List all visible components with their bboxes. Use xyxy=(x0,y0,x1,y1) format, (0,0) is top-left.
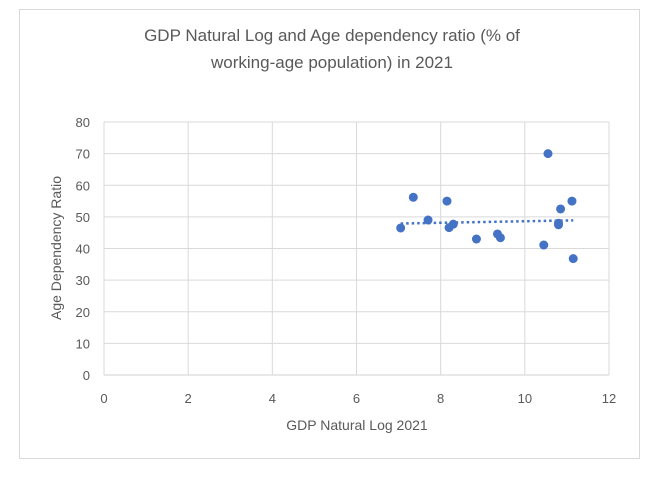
data-point xyxy=(471,234,481,244)
gridlines xyxy=(103,121,610,376)
x-tick-label: 2 xyxy=(185,391,192,406)
data-point xyxy=(539,240,549,250)
y-axis-ticks: 0 10 20 30 40 50 60 70 80 xyxy=(76,115,90,383)
data-point xyxy=(408,192,418,202)
data-point xyxy=(442,196,452,206)
y-tick-label: 80 xyxy=(76,115,90,130)
data-point xyxy=(567,196,577,206)
x-axis-title: GDP Natural Log 2021 xyxy=(286,417,428,433)
data-points xyxy=(396,149,578,264)
data-point xyxy=(448,219,458,229)
data-point xyxy=(495,233,505,243)
chart-title-line-2: working-age population) in 2021 xyxy=(210,53,453,72)
y-axis-title: Age Dependency Ratio xyxy=(48,176,64,320)
y-tick-label: 10 xyxy=(76,336,90,351)
y-tick-label: 40 xyxy=(76,242,90,257)
chart-frame xyxy=(19,9,640,459)
x-axis-ticks: 0 2 4 6 8 10 12 xyxy=(100,391,616,406)
y-tick-label: 50 xyxy=(76,210,90,225)
x-tick-label: 10 xyxy=(518,391,532,406)
y-tick-label: 60 xyxy=(76,178,90,193)
chart-title-line-1: GDP Natural Log and Age dependency ratio… xyxy=(144,26,520,45)
data-point xyxy=(554,218,563,228)
data-point xyxy=(396,223,406,233)
x-tick-label: 6 xyxy=(353,391,360,406)
x-tick-label: 12 xyxy=(602,391,616,406)
y-tick-label: 30 xyxy=(76,273,90,288)
x-tick-label: 4 xyxy=(269,391,276,406)
x-tick-label: 0 xyxy=(100,391,107,406)
data-point xyxy=(543,149,553,159)
data-point xyxy=(423,215,433,225)
data-point xyxy=(556,204,566,214)
y-tick-label: 70 xyxy=(76,147,90,162)
x-tick-label: 8 xyxy=(437,391,444,406)
data-point xyxy=(568,254,578,264)
y-tick-label: 0 xyxy=(83,368,90,383)
y-tick-label: 20 xyxy=(76,305,90,320)
